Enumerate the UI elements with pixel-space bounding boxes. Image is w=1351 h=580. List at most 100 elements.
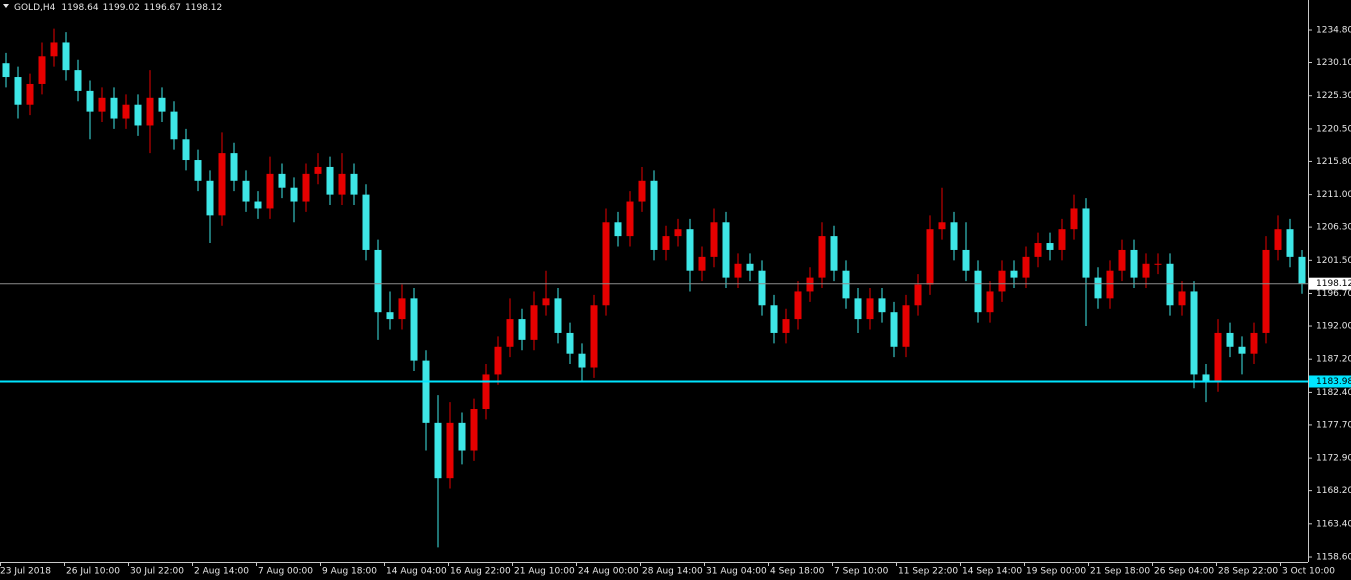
candle-body xyxy=(1286,229,1294,257)
x-tick-label: 11 Sep 22:00 xyxy=(898,567,958,577)
x-tick-label: 26 Jul 10:00 xyxy=(66,567,120,577)
candle-body xyxy=(770,305,778,333)
x-tick-label: 9 Aug 18:00 xyxy=(322,567,377,577)
y-tick-label: 1168.20 xyxy=(1316,486,1351,496)
candle-body xyxy=(1178,291,1186,306)
x-tick-label: 26 Sep 04:00 xyxy=(1154,567,1214,577)
candle-body xyxy=(518,319,526,340)
candle-body xyxy=(542,298,550,306)
candle-body xyxy=(878,298,886,313)
menu-triangle[interactable] xyxy=(3,4,9,8)
candle-body xyxy=(338,173,346,195)
x-tick-label: 7 Aug 00:00 xyxy=(258,567,313,577)
candle-body xyxy=(1166,263,1174,306)
candle-body xyxy=(1118,249,1126,271)
candle-body xyxy=(446,422,454,479)
x-tick-label: 28 Sep 22:00 xyxy=(1218,567,1278,577)
candle-body xyxy=(914,284,922,306)
candle-body xyxy=(1034,243,1042,257)
candle-body xyxy=(818,236,826,278)
candle-body xyxy=(662,236,670,250)
candle-body xyxy=(134,104,142,126)
candle-body xyxy=(626,201,634,237)
candle-body xyxy=(410,298,418,361)
x-tick-label: 2 Aug 14:00 xyxy=(194,567,249,577)
candle-body xyxy=(362,194,370,250)
candle-body xyxy=(1202,374,1210,382)
symbol: GOLD,H4 xyxy=(14,3,56,13)
candle-body xyxy=(230,153,238,181)
candle-body xyxy=(578,353,586,368)
candle-body xyxy=(830,236,838,271)
candle-body xyxy=(842,270,850,299)
candle-body xyxy=(710,222,718,257)
candle-body xyxy=(962,249,970,271)
candle-body xyxy=(1070,208,1078,230)
candle-body xyxy=(938,222,946,230)
candle-body xyxy=(146,97,154,126)
candle-body xyxy=(530,305,538,340)
candle-body xyxy=(650,180,658,250)
candle-body xyxy=(674,229,682,237)
x-tick-label: 3 Oct 10:00 xyxy=(1282,567,1335,577)
price-label: 1198.12 xyxy=(1316,279,1351,289)
y-tick-label: 1163.40 xyxy=(1316,519,1351,529)
y-tick-label: 1177.70 xyxy=(1316,420,1351,430)
candle-body xyxy=(1010,270,1018,278)
candle-body xyxy=(746,263,754,271)
y-tick-label: 1172.90 xyxy=(1316,454,1351,464)
y-tick-label: 1230.10 xyxy=(1316,58,1351,68)
candle-body xyxy=(1058,229,1066,250)
candle-body xyxy=(1226,332,1234,347)
candle-body xyxy=(1238,346,1246,354)
candle-body xyxy=(98,97,106,112)
candle-body xyxy=(302,173,310,202)
x-tick-label: 24 Aug 00:00 xyxy=(578,567,639,577)
candle-body xyxy=(1130,249,1138,278)
candle-body xyxy=(14,77,22,105)
y-tick-label: 1225.30 xyxy=(1316,91,1351,101)
candle-body xyxy=(1082,208,1090,278)
candle-body xyxy=(1298,256,1306,284)
candle-body xyxy=(314,166,322,174)
candle-body xyxy=(242,180,250,202)
candle-body xyxy=(1250,332,1258,354)
candle-body xyxy=(566,332,574,354)
candle-body xyxy=(902,305,910,347)
low: 1196.67 xyxy=(144,3,181,13)
x-tick-label: 21 Sep 18:00 xyxy=(1090,567,1150,577)
x-tick-label: 28 Aug 14:00 xyxy=(642,567,703,577)
candle-body xyxy=(590,305,598,368)
candle-body xyxy=(854,298,862,320)
candle-body xyxy=(158,97,166,112)
candle-body xyxy=(386,312,394,320)
candle-body xyxy=(470,409,478,451)
candle-body xyxy=(50,42,58,57)
x-tick-label: 4 Sep 18:00 xyxy=(770,567,825,577)
y-tick-label: 1158.60 xyxy=(1316,553,1351,563)
candle-body xyxy=(1022,256,1030,278)
chart-header: GOLD,H4 1198.64 1199.02 1196.67 1198.12 xyxy=(14,3,222,13)
candle-body xyxy=(686,229,694,271)
x-tick-label: 23 Jul 2018 xyxy=(0,567,51,577)
candle-body xyxy=(794,291,802,320)
candle-body xyxy=(422,360,430,423)
candle-body xyxy=(734,263,742,278)
y-tick-label: 1187.20 xyxy=(1316,355,1351,365)
candle-body xyxy=(974,270,982,313)
candle-body xyxy=(782,319,790,333)
price-label: 1183.98 xyxy=(1316,377,1351,387)
candle-body xyxy=(326,166,334,195)
candle-body xyxy=(1046,243,1054,250)
y-tick-label: 1196.70 xyxy=(1316,289,1351,299)
candle-body xyxy=(122,104,130,119)
candle-body xyxy=(758,270,766,306)
candle-body xyxy=(806,277,814,292)
candle-body xyxy=(2,63,10,78)
candle-body xyxy=(1094,277,1102,299)
candle-body xyxy=(998,270,1006,292)
candle-body xyxy=(1190,291,1198,375)
candle-body xyxy=(926,229,934,285)
